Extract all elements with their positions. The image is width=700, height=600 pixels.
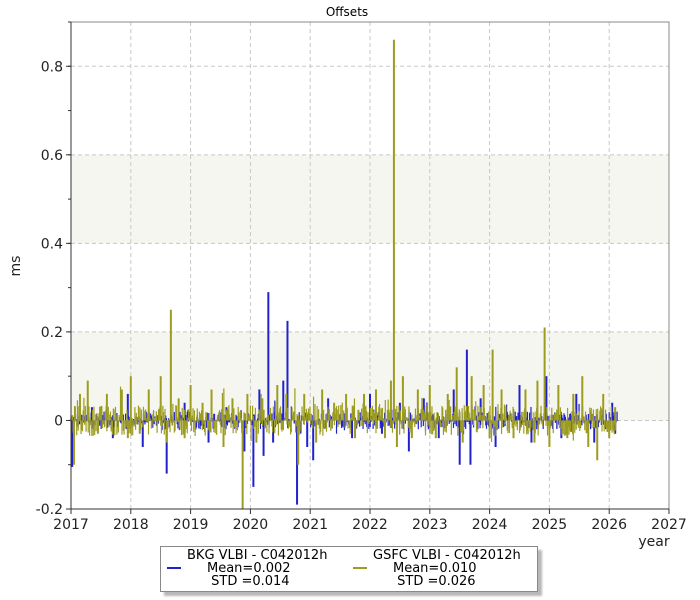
legend-series-name: BKG VLBI - C042012h bbox=[187, 548, 328, 563]
legend-mean: Mean=0.002 bbox=[207, 561, 291, 576]
y-tick-label: 0 bbox=[54, 413, 63, 429]
legend-swatch-gsfc bbox=[353, 567, 367, 569]
y-tick-label: -0.2 bbox=[36, 502, 63, 518]
x-tick-label: 2020 bbox=[233, 517, 269, 533]
y-tick-label: 0.4 bbox=[41, 236, 63, 252]
x-tick-label: 2023 bbox=[412, 517, 448, 533]
y-axis-label: ms bbox=[8, 256, 24, 277]
legend: BKG VLBI - C042012h Mean=0.002 STD =0.01… bbox=[160, 546, 538, 592]
x-tick-label: 2017 bbox=[53, 517, 89, 533]
legend-series-name: GSFC VLBI - C042012h bbox=[373, 548, 521, 563]
ticks-layer: 2017 2018 2019 2020 2021 2022 2023 2024 2025 2026… bbox=[36, 21, 687, 533]
x-tick-label: 2022 bbox=[352, 517, 388, 533]
legend-mean: Mean=0.010 bbox=[393, 561, 477, 576]
x-tick-label: 2021 bbox=[292, 517, 328, 533]
x-tick-label: 2018 bbox=[113, 517, 149, 533]
legend-std: STD =0.026 bbox=[393, 574, 476, 589]
x-axis-label: year bbox=[638, 534, 669, 550]
x-tick-label: 2019 bbox=[173, 517, 209, 533]
x-tick-label: 2027 bbox=[651, 517, 687, 533]
grid-layer bbox=[70, 22, 670, 510]
x-tick-label: 2024 bbox=[472, 517, 508, 533]
legend-entry-gsfc: GSFC VLBI - C042012h Mean=0.010 STD =0.0… bbox=[373, 549, 521, 588]
y-tick-label: 0.6 bbox=[41, 148, 63, 164]
legend-swatch-bkg bbox=[167, 567, 181, 569]
series-layer bbox=[70, 39, 619, 509]
y-tick-label: 0.8 bbox=[41, 59, 63, 75]
legend-std: STD =0.014 bbox=[207, 574, 290, 589]
y-tick-label: 0.2 bbox=[41, 325, 63, 341]
series-gsfc-noise bbox=[70, 39, 617, 509]
x-tick-label: 2025 bbox=[532, 517, 568, 533]
x-tick-label: 2026 bbox=[591, 517, 627, 533]
legend-entry-bkg: BKG VLBI - C042012h Mean=0.002 STD =0.01… bbox=[187, 549, 327, 588]
chart-title: Offsets bbox=[326, 5, 368, 19]
